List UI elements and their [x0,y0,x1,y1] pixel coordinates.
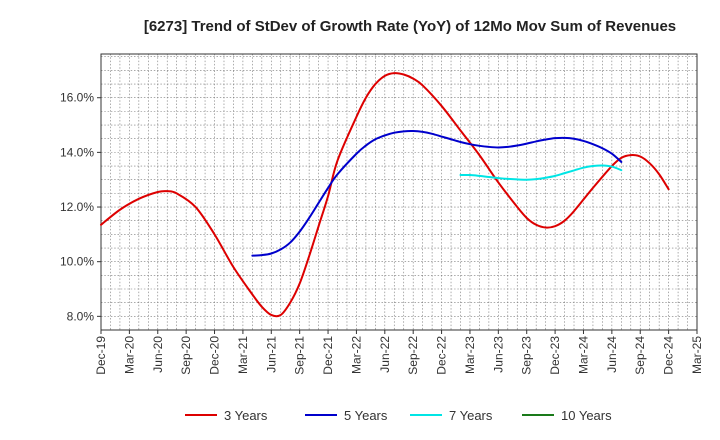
x-tick-label: Dec-19 [94,336,108,375]
x-tick-label: Mar-23 [463,336,477,374]
legend-label: 3 Years [224,408,268,423]
legend: 3 Years 5 Years 7 Years 10 Years [185,408,612,423]
y-tick-label: 10.0% [60,255,94,269]
x-tick-label: Mar-25 [690,336,704,374]
y-tick-label: 12.0% [60,200,94,214]
x-tick-label: Jun-23 [491,336,505,373]
x-axis: Dec-19 Mar-20 Jun-20 Sep-20 Dec-20 Mar-21 Jun-… [94,330,704,375]
y-axis: 8.0% 10.0% 12.0% 14.0% 16.0% [60,91,101,323]
series-line-3-years [100,72,670,318]
series-line-7-years [459,164,623,181]
x-tick-label: Dec-24 [662,336,676,375]
x-tick-label: Sep-22 [406,336,420,375]
x-tick-label: Mar-20 [122,336,136,374]
y-tick-label: 8.0% [67,309,95,323]
x-tick-label: Sep-20 [179,336,193,375]
legend-label: 10 Years [561,408,612,423]
x-tick-label: Jun-21 [264,336,278,373]
x-tick-label: Dec-21 [321,336,335,375]
y-tick-label: 16.0% [60,91,94,105]
x-tick-label: Sep-21 [293,336,307,375]
x-tick-label: Jun-22 [378,336,392,373]
legend-label: 5 Years [344,408,388,423]
x-tick-label: Mar-21 [236,336,250,374]
x-tick-label: Dec-22 [435,336,449,375]
x-tick-label: Jun-20 [151,336,165,373]
x-tick-label: Mar-22 [349,336,363,374]
series-line-5-years [251,130,623,257]
x-tick-label: Mar-24 [576,336,590,374]
x-tick-label: Jun-24 [605,336,619,373]
grid-layer [101,54,697,330]
x-tick-label: Sep-24 [633,336,647,375]
legend-label: 7 Years [449,408,493,423]
x-tick-label: Dec-23 [548,336,562,375]
chart-title: [6273] Trend of StDev of Growth Rate (Yo… [144,18,676,35]
plot-frame [100,53,698,331]
x-tick-label: Dec-20 [208,336,222,375]
series-layer [100,72,670,318]
x-tick-label: Sep-23 [520,336,534,375]
y-tick-label: 14.0% [60,145,94,159]
